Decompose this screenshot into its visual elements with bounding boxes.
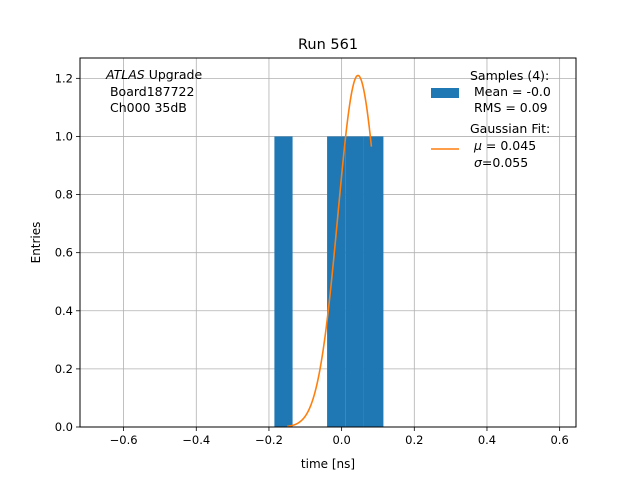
legend-samples-rms: RMS = 0.09 <box>470 100 548 115</box>
legend-fit-title: Gaussian Fit: <box>470 121 550 136</box>
x-axis-ticks: −0.6 −0.4 −0.2 0.0 0.2 0.4 0.6 <box>110 427 569 447</box>
legend-mu-value: = 0.045 <box>482 138 536 153</box>
legend-mu-symbol: μ <box>473 138 482 153</box>
y-tick-label-0: 0.0 <box>55 420 73 434</box>
y-axis-label: Entries <box>29 222 43 264</box>
atlas-label-italic: ATLAS <box>105 67 145 82</box>
x-tick-label-5: 0.4 <box>478 433 496 447</box>
gaussian-fit-layer <box>287 74 373 428</box>
chart-title: Run 561 <box>298 37 358 53</box>
y-tick-label-1: 0.2 <box>55 362 73 376</box>
x-tick-label-0: −0.6 <box>110 433 138 447</box>
y-tick-label-2: 0.4 <box>55 304 73 318</box>
x-tick-label-3: 0.0 <box>332 433 350 447</box>
histogram-bar-0 <box>274 136 293 427</box>
y-tick-label-3: 0.6 <box>55 246 73 260</box>
histogram-bar-3 <box>363 136 384 427</box>
legend-samples-mean: Mean = -0.0 <box>470 84 551 99</box>
legend-bar-swatch <box>431 88 459 98</box>
atlas-label-rest: Upgrade <box>145 67 203 82</box>
histogram-bar-2 <box>345 136 364 427</box>
plot-frame <box>79 57 577 428</box>
y-axis-ticks: 0.0 0.2 0.4 0.6 0.8 1.0 1.2 <box>55 71 80 434</box>
histogram-bars <box>274 136 384 427</box>
atlas-label: ATLAS Upgrade <box>105 67 202 82</box>
board-label: Board187722 <box>106 84 194 99</box>
legend-samples-title: Samples (4): <box>470 68 549 83</box>
y-tick-label-4: 0.8 <box>55 188 73 202</box>
x-tick-label-6: 0.6 <box>550 433 568 447</box>
legend: Samples (4): Mean = -0.0 RMS = 0.09 Gaus… <box>431 68 551 170</box>
legend-fit-mu: μ = 0.045 <box>470 138 536 153</box>
histogram-bar-1 <box>327 136 346 427</box>
x-tick-label-4: 0.2 <box>405 433 423 447</box>
channel-label: Ch000 35dB <box>106 100 187 115</box>
legend-fit-sigma: σ=0.055 <box>470 155 528 170</box>
gaussian-fit-curve <box>287 74 373 428</box>
y-tick-label-5: 1.0 <box>55 129 73 143</box>
legend-sigma-symbol: σ <box>474 155 483 170</box>
legend-sigma-value: =0.055 <box>482 155 528 170</box>
y-tick-label-6: 1.2 <box>55 71 73 85</box>
x-axis-label: time [ns] <box>301 457 355 471</box>
x-tick-label-1: −0.4 <box>182 433 210 447</box>
x-tick-label-2: −0.2 <box>255 433 283 447</box>
